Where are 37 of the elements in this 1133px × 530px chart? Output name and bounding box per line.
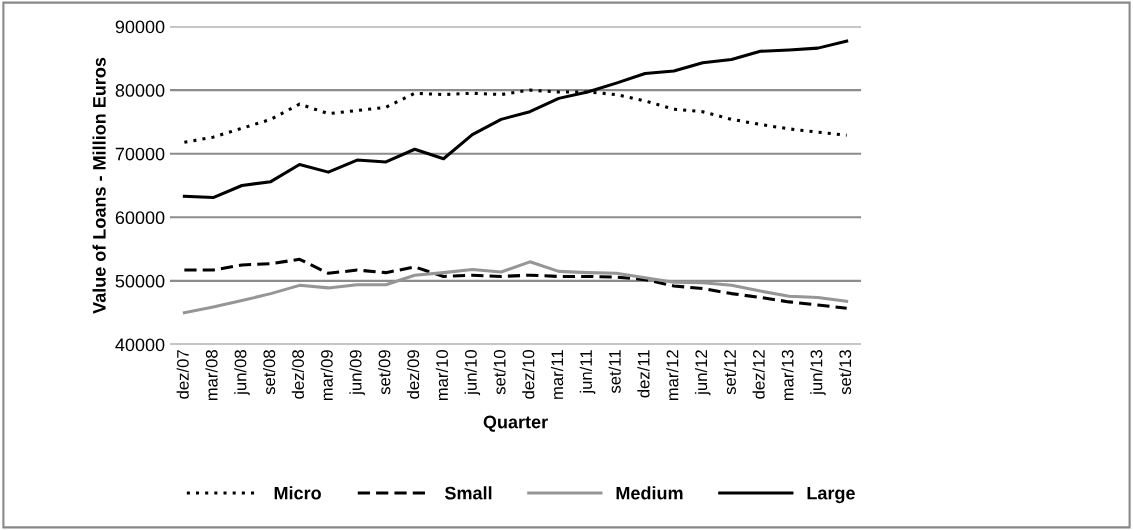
x-tick-label: mar/13	[781, 350, 794, 401]
x-tick-label: jun/09	[349, 350, 365, 396]
x-tick-label: dez/10	[522, 350, 535, 399]
x-tick-label: set/09	[378, 350, 391, 395]
y-tick-label: 40000	[115, 338, 165, 352]
line-series	[182, 39, 849, 200]
x-tick-label: set/13	[838, 350, 852, 395]
y-tick-label: 60000	[115, 211, 165, 225]
x-tick-label: set/12	[723, 350, 736, 395]
y-tick-label: 90000	[115, 20, 165, 34]
legend-label: Micro	[274, 486, 321, 500]
x-tick-label: jun/10	[464, 350, 481, 396]
x-tick-label: set/10	[493, 350, 506, 395]
legend-label: Large	[807, 486, 855, 504]
y-tick-label: 80000	[115, 84, 165, 97]
y-tick-label: 70000	[115, 147, 165, 161]
x-tick-label: mar/11	[550, 350, 564, 399]
x-tick-label: jun/13	[810, 350, 826, 396]
y-axis-title: Value of Loans - Million Euros	[92, 57, 106, 314]
x-tick-label: jun/11	[579, 350, 596, 394]
legend-label: Medium	[616, 486, 683, 500]
x-tick-label: mar/10	[435, 350, 448, 401]
x-tick-label: dez/07	[176, 350, 189, 399]
x-tick-label: dez/12	[752, 350, 765, 399]
x-tick-label: set/08	[262, 350, 276, 395]
x-tick-label: dez/11	[637, 350, 650, 398]
legend-label: Small	[444, 486, 492, 500]
x-tick-label: mar/09	[320, 350, 333, 401]
x-tick-label: jun/08	[234, 350, 250, 396]
x-tick-label: set/11	[608, 350, 621, 394]
x-axis-title: Quarter	[483, 415, 548, 432]
x-tick-label: dez/08	[291, 350, 305, 399]
x-tick-label: mar/12	[666, 350, 679, 401]
x-tick-label: dez/09	[406, 350, 420, 399]
y-tick-label: 50000	[115, 274, 165, 288]
x-tick-label: jun/12	[694, 350, 711, 396]
x-tick-label: mar/08	[205, 350, 218, 401]
